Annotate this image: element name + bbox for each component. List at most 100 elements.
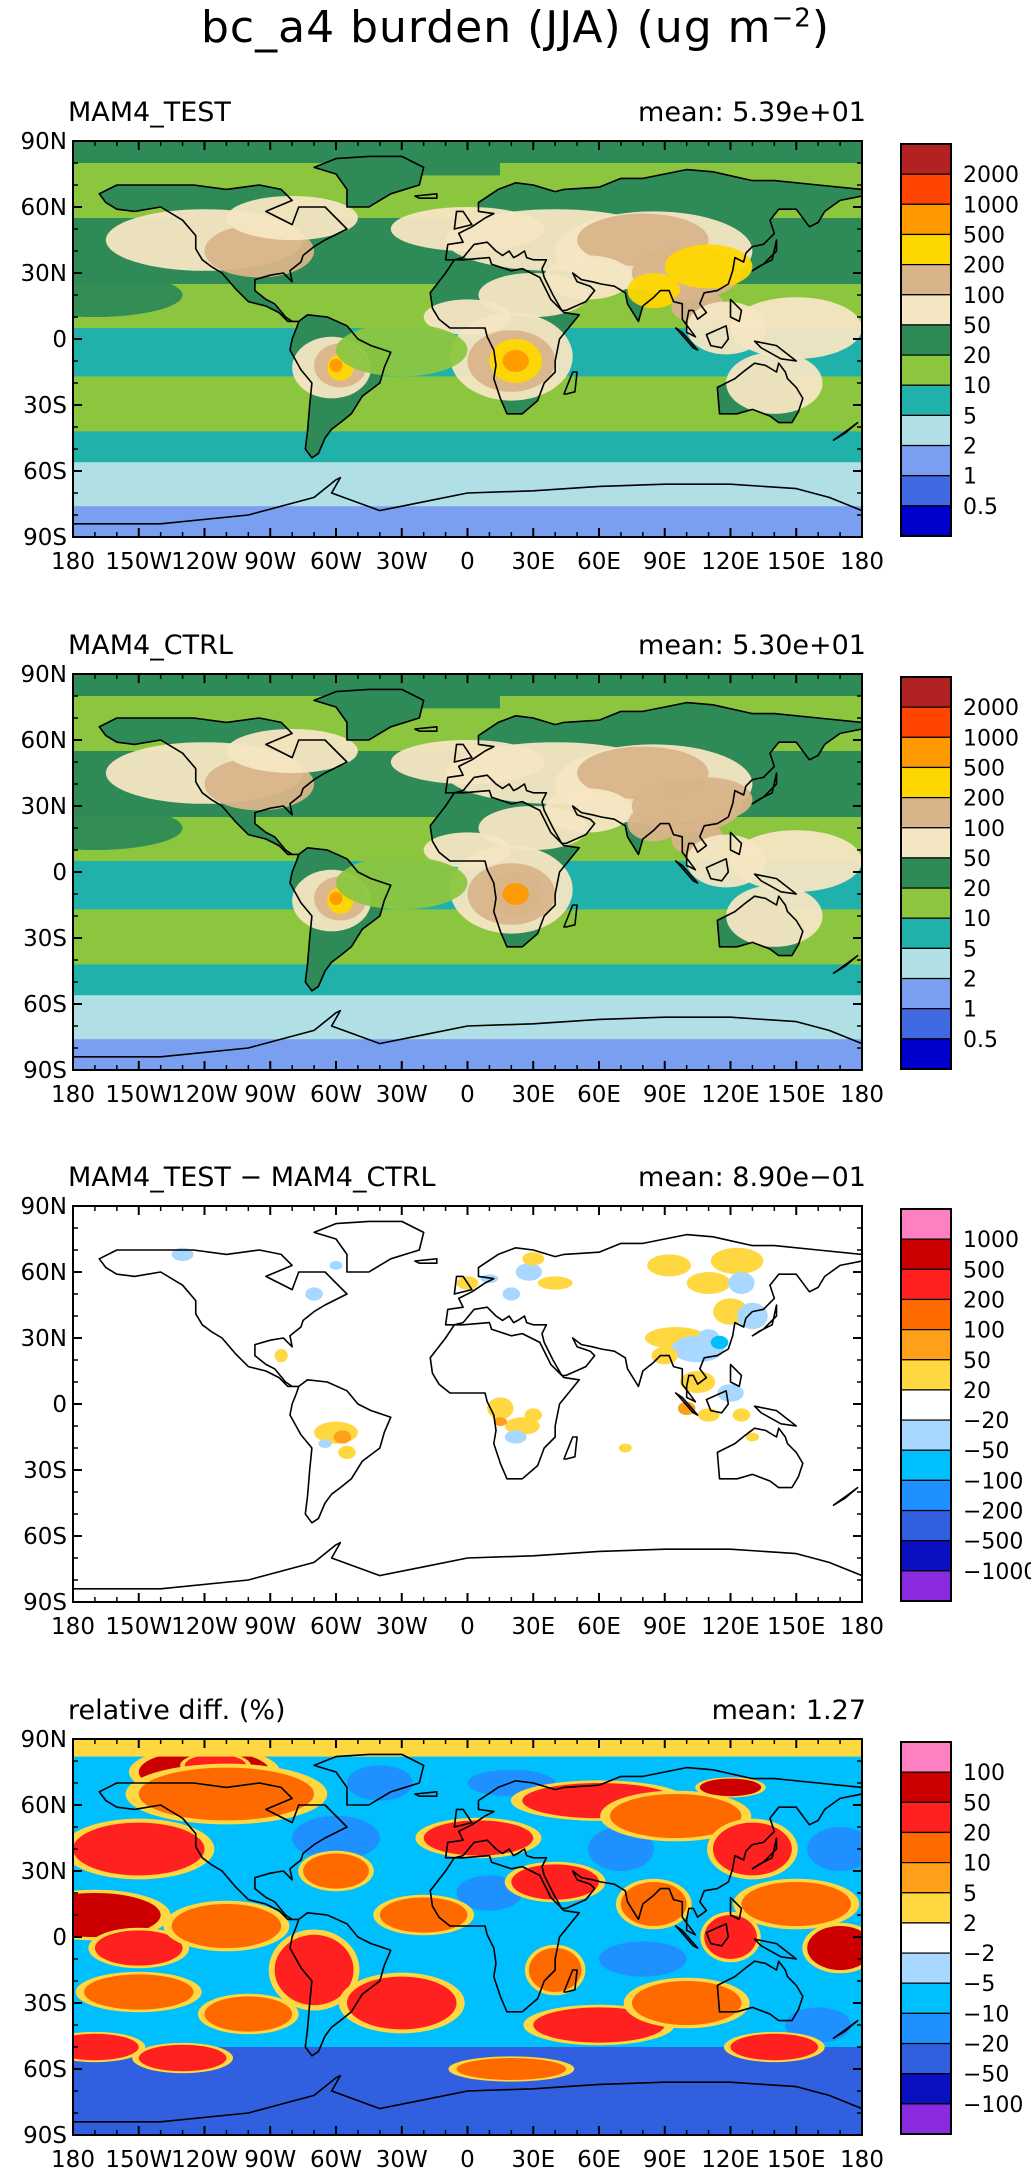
colorbar-swatch — [900, 1540, 952, 1572]
x-tick-label: 180 — [840, 549, 884, 575]
x-tick-label: 150W — [105, 1082, 172, 1108]
field-blob — [338, 1445, 356, 1459]
colorbar-swatch — [900, 233, 952, 266]
x-tick-label: 180 — [51, 549, 95, 575]
x-tick-label: 30W — [376, 1082, 428, 1108]
coastline — [98, 1249, 348, 1388]
x-tick-label: 90W — [244, 2147, 296, 2173]
colorbar-label: 5 — [963, 937, 977, 962]
x-tick-label: 90E — [643, 2147, 687, 2173]
field-blob — [138, 2044, 227, 2072]
colorbar-label: −200 — [963, 1500, 1023, 1525]
colorbar-swatch — [900, 766, 952, 799]
figure-title-close: ) — [811, 2, 830, 53]
y-tick-label: 90N — [21, 1194, 67, 1220]
coastline — [289, 1912, 392, 2057]
y-tick-label: 0 — [52, 1925, 67, 1951]
coastline — [414, 1791, 438, 1797]
field-blob — [336, 323, 468, 377]
y-tick-label: 90N — [21, 129, 67, 155]
x-tick-label: 0 — [460, 2147, 475, 2173]
colorbar-label: −1000 — [963, 1560, 1031, 1585]
coastline — [453, 743, 473, 763]
colorbar-swatch — [900, 827, 952, 859]
field-blob — [728, 1272, 755, 1294]
field-blob — [504, 1430, 527, 1444]
coastline — [729, 298, 743, 323]
x-tick-label: 150W — [105, 1614, 172, 1640]
coastlines — [73, 1220, 862, 1590]
panel-mean: mean: 1.27 — [712, 1695, 866, 1726]
x-tick-label: 90W — [244, 1082, 296, 1108]
colorbar-label: 50 — [963, 847, 991, 872]
x-tick-label: 120W — [171, 1082, 238, 1108]
field-blob — [401, 1937, 490, 1981]
field-blob — [544, 255, 632, 300]
panel-mean: mean: 8.90e−01 — [638, 1162, 866, 1193]
coastline — [429, 256, 581, 415]
x-tick-label: 150W — [105, 2147, 172, 2173]
colorbar-label: 50 — [963, 1791, 991, 1816]
field-blob — [456, 2058, 567, 2080]
colorbar-swatch — [900, 1389, 952, 1421]
field-blob — [533, 2007, 665, 2043]
y-tick-label: 30N — [21, 1859, 67, 1885]
panel-title: MAM4_TEST — [68, 97, 231, 128]
colorbar-label: 20 — [963, 877, 991, 902]
coastline — [674, 327, 699, 351]
coastline — [73, 1541, 862, 1590]
field-blob — [292, 1816, 380, 1860]
coastline — [73, 2074, 862, 2123]
field-band — [73, 964, 862, 997]
coastlines — [73, 688, 862, 1058]
colorbar-label: 2 — [963, 435, 977, 460]
coastline — [674, 1925, 699, 1949]
coastline — [753, 1938, 798, 1960]
field-blob — [726, 352, 823, 414]
colorbar-swatch — [900, 947, 952, 980]
x-tick-label: 60W — [310, 2147, 362, 2173]
colorbar-swatch — [900, 917, 952, 949]
x-tick-label: 120E — [701, 2147, 759, 2173]
colorbar-label: 100 — [963, 817, 1005, 842]
colorbar-swatch — [900, 676, 952, 708]
colorbar-label: 2000 — [963, 163, 1019, 188]
colorbar-swatch — [900, 203, 952, 236]
x-tick-label: 60W — [310, 1614, 362, 1640]
colorbar-swatch — [900, 294, 952, 326]
x-tick-label: 150E — [767, 1614, 825, 1640]
colorbar-label: 1000 — [963, 1228, 1019, 1253]
colorbar-swatch — [900, 1298, 952, 1331]
colorbar-swatch — [900, 1449, 952, 1481]
x-tick-label: 30W — [376, 549, 428, 575]
colorbar-label: −50 — [963, 1439, 1009, 1464]
colorbar-swatch — [900, 706, 952, 738]
field-blob — [318, 1439, 332, 1448]
field-blob — [588, 1827, 654, 1871]
field-blob — [544, 788, 632, 833]
colorbar-swatch — [900, 1892, 952, 1924]
field-blob — [511, 1864, 599, 1900]
x-tick-label: 60E — [577, 1614, 621, 1640]
coastline — [563, 1969, 578, 1993]
coastline — [751, 1304, 778, 1337]
field-blob — [83, 1974, 194, 2010]
coastline — [563, 904, 578, 928]
field-blob — [741, 1882, 852, 1926]
colorbar-swatch — [900, 143, 952, 175]
colorbar-label: 500 — [963, 756, 1005, 781]
field-blob — [329, 1261, 343, 1270]
colorbar-swatch — [900, 475, 952, 507]
coastline — [414, 1258, 438, 1264]
colorbar-frame — [900, 143, 952, 537]
colorbar-label: 1000 — [963, 726, 1019, 751]
field-band — [73, 431, 862, 464]
colorbar-label: −100 — [963, 1469, 1023, 1494]
coastline — [98, 184, 348, 323]
coastline — [716, 1427, 804, 1489]
coastline — [674, 1392, 699, 1416]
coastline — [73, 476, 862, 525]
field-blob — [274, 1349, 288, 1363]
coastlines — [73, 1753, 862, 2123]
field-blob — [423, 1820, 534, 1856]
